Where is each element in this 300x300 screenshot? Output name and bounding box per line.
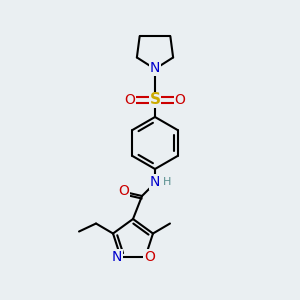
Text: O: O bbox=[118, 184, 129, 198]
Text: O: O bbox=[144, 250, 155, 264]
Text: N: N bbox=[150, 61, 160, 75]
Text: N: N bbox=[150, 175, 160, 189]
Text: H: H bbox=[163, 177, 171, 187]
Text: O: O bbox=[124, 93, 135, 107]
Text: N: N bbox=[112, 250, 122, 264]
Text: O: O bbox=[175, 93, 185, 107]
Text: S: S bbox=[149, 92, 161, 107]
